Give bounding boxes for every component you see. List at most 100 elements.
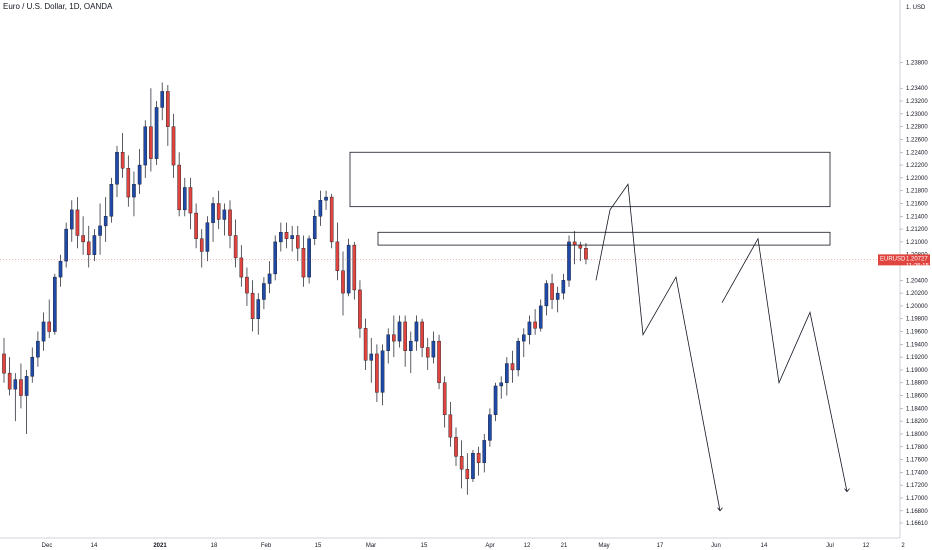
projection-path — [721, 237, 848, 492]
candle-body — [13, 379, 18, 390]
candle-body — [329, 196, 334, 243]
candle-body — [488, 414, 492, 441]
candle-body — [431, 340, 436, 358]
candle-body — [296, 235, 300, 249]
price-tick-label: 1.17200 — [906, 483, 928, 489]
candle-body — [279, 232, 283, 243]
time-tick-label: 2021 — [153, 543, 167, 549]
time-tick-label: 15 — [421, 543, 428, 549]
projection-arrowhead — [717, 507, 723, 512]
price-tick-label: 1.17600 — [906, 458, 928, 464]
candle-body — [544, 283, 549, 307]
candle-body — [369, 353, 374, 361]
candle-body — [160, 91, 165, 108]
time-tick-label: Jun — [711, 543, 721, 549]
projection-arrowhead — [844, 488, 850, 493]
price-tick-label: 1.16800 — [906, 509, 928, 515]
candle-body — [103, 216, 108, 227]
candle-body — [47, 321, 51, 332]
candle-body — [228, 209, 232, 236]
candle-body — [273, 241, 278, 275]
price-tick-label: 1.18600 — [906, 394, 928, 400]
candle-body — [341, 270, 345, 294]
candle-body — [312, 216, 317, 239]
price-tick-label: 1.19000 — [906, 368, 928, 374]
time-tick-label: Mar — [366, 543, 376, 549]
price-tick-label: 1.21800 — [906, 189, 928, 195]
time-tick-label: May — [598, 543, 609, 549]
price-tick-label: 1.20400 — [906, 278, 928, 284]
candle-body — [2, 353, 6, 374]
candle-body — [505, 363, 509, 383]
candle-body — [86, 241, 91, 255]
candle-body — [392, 334, 396, 342]
candle-body — [171, 126, 176, 166]
candle-body — [245, 276, 249, 294]
price-tick-label: 1.22200 — [906, 163, 928, 169]
candle-body — [414, 321, 419, 342]
candle-body — [137, 164, 142, 185]
candle-body — [262, 283, 266, 300]
candle-body — [53, 276, 57, 332]
price-tick-label: 1.23000 — [906, 112, 928, 118]
chart-title: Euro / U.S. Dollar, 1D, OANDA — [3, 2, 113, 11]
price-tick-label: 1.21400 — [906, 214, 928, 220]
price-tick-label: 1.23400 — [906, 86, 928, 92]
time-tick-label: 12 — [524, 543, 531, 549]
candle-body — [81, 235, 85, 243]
candle-body — [465, 468, 470, 479]
time-tick-label: 12 — [863, 543, 870, 549]
candle-body — [335, 241, 340, 271]
candle-body — [205, 222, 210, 252]
time-tick-label: 2 — [901, 543, 905, 549]
candle-body — [442, 382, 447, 415]
candle-body — [75, 209, 80, 236]
candle-body — [358, 289, 362, 329]
price-tick-label: 1.23800 — [906, 61, 928, 67]
price-tick-label: 1.16610 — [906, 521, 928, 527]
candle-body — [250, 292, 255, 319]
candle-body — [527, 321, 532, 335]
candle-body — [363, 328, 368, 361]
price-tick-label: 1.18400 — [906, 406, 928, 412]
candle-body — [194, 212, 198, 239]
candle-body — [149, 126, 153, 159]
candle-body — [19, 379, 23, 396]
candle-body — [533, 321, 537, 329]
candle-body — [132, 184, 136, 198]
price-tick-label: 1.18000 — [906, 432, 928, 438]
price-tag-symbol: EURUSD — [880, 256, 906, 262]
candle-body — [448, 414, 453, 438]
candle-body — [425, 347, 430, 358]
candle-body — [493, 385, 498, 415]
candle-body — [352, 244, 357, 291]
candle-body — [216, 203, 221, 220]
candle-body — [510, 363, 515, 371]
candle-body — [267, 273, 272, 284]
candle-body — [30, 356, 35, 377]
candle-body — [550, 283, 554, 300]
candle-body — [120, 152, 125, 169]
price-tag-value: 1.20727 — [906, 256, 928, 262]
candle-body — [239, 257, 244, 278]
candle-body — [386, 334, 391, 351]
candle-body — [69, 209, 74, 230]
time-tick-label: 18 — [211, 543, 218, 549]
candle-body — [24, 376, 29, 396]
candle-body — [409, 340, 413, 351]
candle-body — [199, 238, 204, 252]
zone-rect — [377, 231, 831, 246]
candle-body — [476, 452, 481, 463]
projection-path — [595, 183, 721, 511]
candle-body — [7, 372, 12, 390]
candle-body — [222, 209, 227, 220]
candle-body — [324, 196, 328, 201]
candle-body — [182, 187, 187, 211]
candle-body — [346, 244, 351, 294]
candle-body — [538, 305, 543, 329]
candle-body — [115, 152, 119, 185]
candle-body — [284, 232, 289, 239]
time-tick-label: Dec — [42, 543, 53, 549]
zone-rect — [349, 151, 831, 208]
